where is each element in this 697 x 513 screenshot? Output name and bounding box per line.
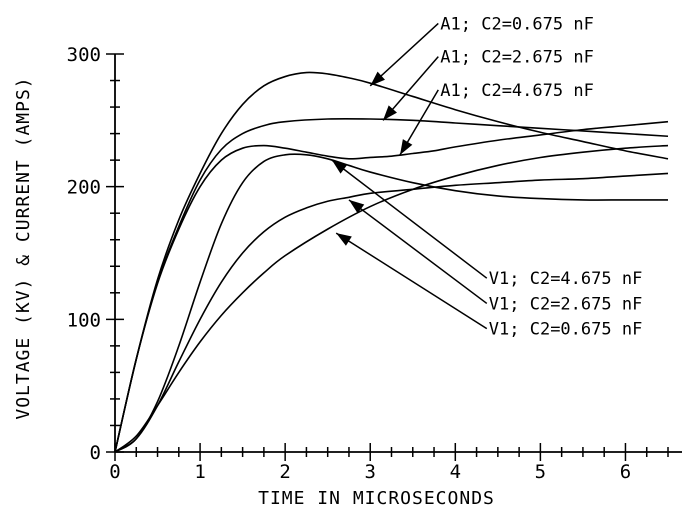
y-axis-title: VOLTAGE (KV) & CURRENT (AMPS) [13,76,34,419]
y-tick-label: 200 [67,177,101,199]
arrowhead [348,199,365,214]
arrowhead [331,160,348,174]
leader-line [331,159,488,279]
series-label: V1; C2=2.675 nF [489,294,643,314]
leader-line [369,22,439,87]
series-label: A1; C2=0.675 nF [440,14,594,34]
x-axis-title: TIME IN MICROSECONDS [258,488,495,509]
series-line-5 [114,172,669,453]
x-tick-label: 4 [450,461,461,483]
arrowhead [400,139,413,155]
y-tick-label: 100 [67,309,101,331]
series-line-6 [114,144,669,453]
series-line-4 [114,153,668,453]
axis-ticks [106,53,669,461]
leader-line [335,232,488,330]
x-tick-label: 2 [279,461,290,483]
series-annotations: A1; C2=0.675 nF A1; C2=2.675 nF A1; C2=4.6… [331,14,643,340]
arrowhead [336,233,352,246]
series-label: A1; C2=4.675 nF [440,81,594,101]
x-tick-label: 1 [194,461,205,483]
series-curves [114,71,669,453]
arrowhead [370,71,386,86]
y-tick-label: 300 [67,44,101,66]
series-label: V1; C2=4.675 nF [489,269,643,289]
series-label: A1; C2=2.675 nF [440,48,594,68]
x-tick-label: 6 [620,461,631,483]
series-line-3 [114,120,669,453]
x-tick-label: 0 [109,461,120,483]
x-tick-label: 5 [535,461,546,483]
arrowhead [382,105,397,121]
series-line-1 [114,71,669,453]
axes [114,54,682,453]
x-tick-label: 3 [365,461,376,483]
y-tick-label: 0 [90,442,101,464]
series-label: V1; C2=0.675 nF [489,320,643,340]
axis-tick-labels: 0 1 2 3 4 5 6 0 100 200 300 [67,44,632,483]
leader-line [348,199,488,305]
